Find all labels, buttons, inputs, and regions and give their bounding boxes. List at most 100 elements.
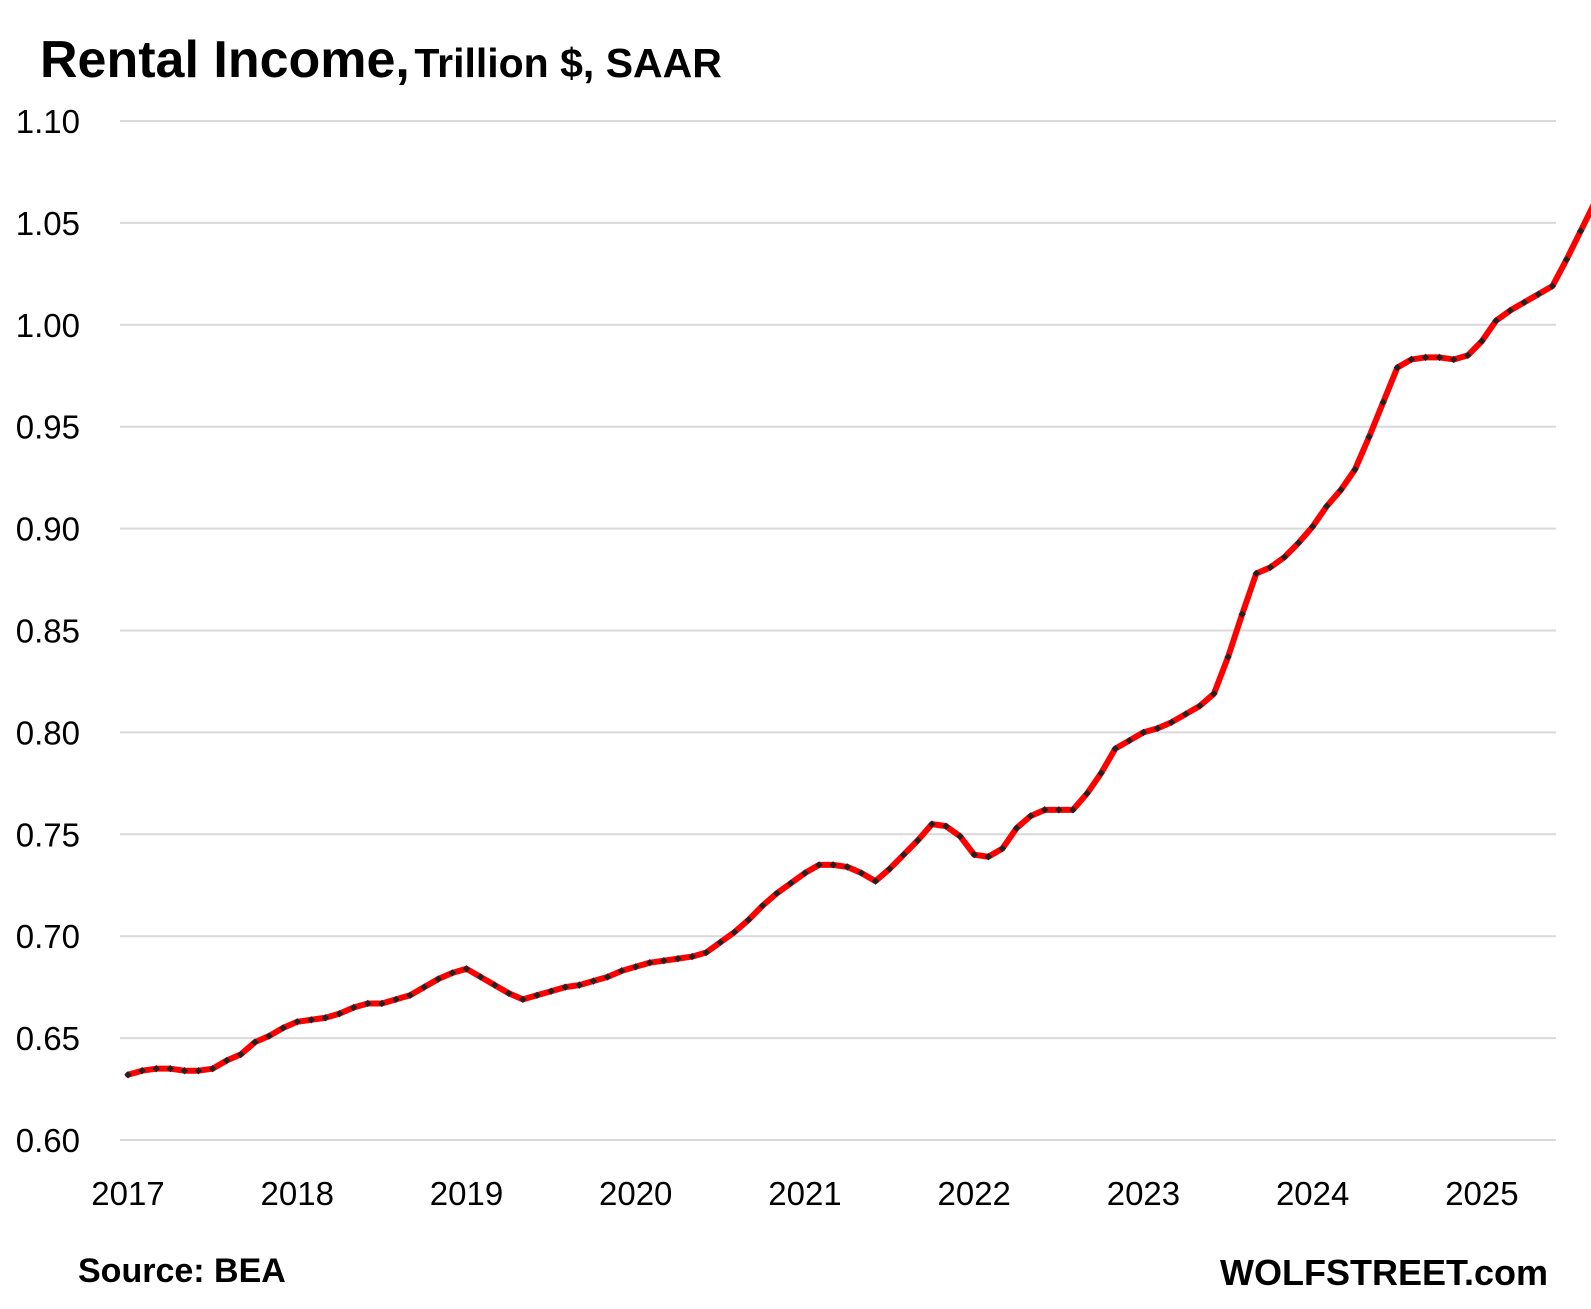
- data-point: [603, 973, 612, 981]
- y-tick-label: 1.05: [16, 205, 80, 242]
- data-point: [265, 1032, 273, 1040]
- data-point: [1055, 806, 1063, 814]
- data-point: [702, 948, 710, 957]
- data-point: [1421, 353, 1430, 362]
- data-point: [801, 869, 809, 877]
- data-point: [815, 861, 823, 869]
- y-tick-label: 0.65: [16, 1020, 80, 1057]
- data-point: [914, 836, 922, 845]
- chart-subtitle: Trillion $, SAAR: [414, 40, 722, 86]
- x-tick-label: 2018: [261, 1175, 334, 1212]
- grid-lines: [120, 120, 1556, 1141]
- data-point: [646, 959, 654, 967]
- y-tick-label: 0.90: [16, 511, 80, 548]
- data-point: [900, 851, 908, 859]
- data-point: [1196, 702, 1204, 710]
- data-point: [1012, 824, 1021, 832]
- y-tick-label: 0.70: [16, 918, 80, 955]
- data-point: [406, 991, 414, 999]
- y-tick-label: 0.75: [16, 816, 80, 853]
- x-tick-label: 2019: [430, 1175, 503, 1212]
- data-point: [688, 952, 696, 961]
- data-point: [1548, 282, 1557, 290]
- data-point: [1435, 353, 1444, 362]
- data-point: [956, 832, 964, 841]
- data-point: [773, 889, 781, 898]
- data-point: [1379, 398, 1387, 406]
- data-point: [617, 967, 626, 975]
- data-point: [871, 877, 880, 885]
- data-point: [1139, 728, 1148, 737]
- data-point: [1351, 465, 1359, 474]
- data-point: [166, 1064, 174, 1073]
- y-tick-label: 1.10: [16, 103, 80, 140]
- x-tick-label: 2024: [1276, 1175, 1349, 1212]
- data-point: [942, 822, 950, 830]
- x-tick-label: 2022: [937, 1175, 1010, 1212]
- data-point: [744, 916, 753, 924]
- brand-watermark: WOLFSTREET.com: [1219, 1252, 1548, 1293]
- data-point: [1393, 363, 1401, 372]
- data-point: [984, 853, 992, 861]
- x-tick-label: 2023: [1107, 1175, 1180, 1212]
- x-tick-label: 2021: [768, 1175, 841, 1212]
- data-point: [885, 865, 894, 873]
- x-axis-tick-labels: 2017 2018 2019 2020 2021 2022 2023 2024 2025: [91, 1175, 1518, 1212]
- y-tick-label: 0.85: [16, 613, 80, 650]
- data-point: [928, 820, 936, 828]
- data-point: [730, 928, 739, 936]
- x-tick-label: 2025: [1445, 1175, 1518, 1212]
- series-line-rental-income: [125, 203, 1591, 1078]
- data-point: [575, 981, 583, 989]
- y-tick-label: 1.00: [16, 307, 80, 344]
- data-point: [829, 861, 837, 869]
- data-point: [1280, 553, 1289, 561]
- data-point: [1450, 355, 1458, 364]
- chart-title-main: Rental Income,: [40, 31, 410, 89]
- data-point: [1153, 724, 1162, 733]
- data-point: [448, 969, 457, 977]
- data-point: [420, 983, 428, 991]
- data-point: [251, 1038, 259, 1046]
- data-point: [857, 869, 866, 877]
- data-point: [1041, 806, 1049, 814]
- data-point: [1083, 789, 1091, 798]
- data-point: [1309, 522, 1317, 531]
- data-point: [632, 963, 640, 971]
- data-point: [660, 956, 668, 965]
- data-point: [321, 1014, 330, 1022]
- series-layer: [124, 203, 1591, 1079]
- y-tick-label: 0.60: [16, 1122, 80, 1159]
- data-point: [1337, 486, 1345, 494]
- data-point: [293, 1018, 301, 1026]
- data-point: [589, 977, 598, 985]
- data-point: [970, 851, 978, 859]
- data-point: [716, 938, 725, 946]
- data-point: [307, 1016, 316, 1024]
- x-tick-label: 2017: [91, 1175, 164, 1212]
- data-point: [533, 991, 541, 999]
- data-point: [364, 999, 372, 1008]
- data-point: [1097, 769, 1105, 777]
- data-point: [561, 983, 569, 991]
- data-point: [491, 981, 499, 989]
- data-point: [378, 999, 386, 1008]
- data-point: [1069, 806, 1077, 814]
- y-tick-label: 0.95: [16, 409, 80, 446]
- y-axis-tick-labels: 0.60 0.65 0.70 0.75 0.80 0.85 0.90 0.95 1.00 1.05…: [16, 103, 80, 1159]
- x-tick-label: 2020: [599, 1175, 672, 1212]
- data-point: [1478, 337, 1486, 345]
- data-point: [843, 863, 851, 871]
- data-point: [519, 995, 527, 1004]
- data-point: [1407, 355, 1416, 364]
- chart-title: Rental Income, Trillion $, SAAR: [40, 30, 722, 90]
- data-point: [787, 879, 795, 887]
- data-point: [349, 1003, 358, 1012]
- source-note: Source: BEA: [78, 1252, 286, 1290]
- data-point: [505, 989, 513, 997]
- y-tick-label: 0.80: [16, 714, 80, 751]
- data-point: [998, 844, 1007, 853]
- data-point: [434, 975, 442, 983]
- data-point: [1323, 502, 1331, 510]
